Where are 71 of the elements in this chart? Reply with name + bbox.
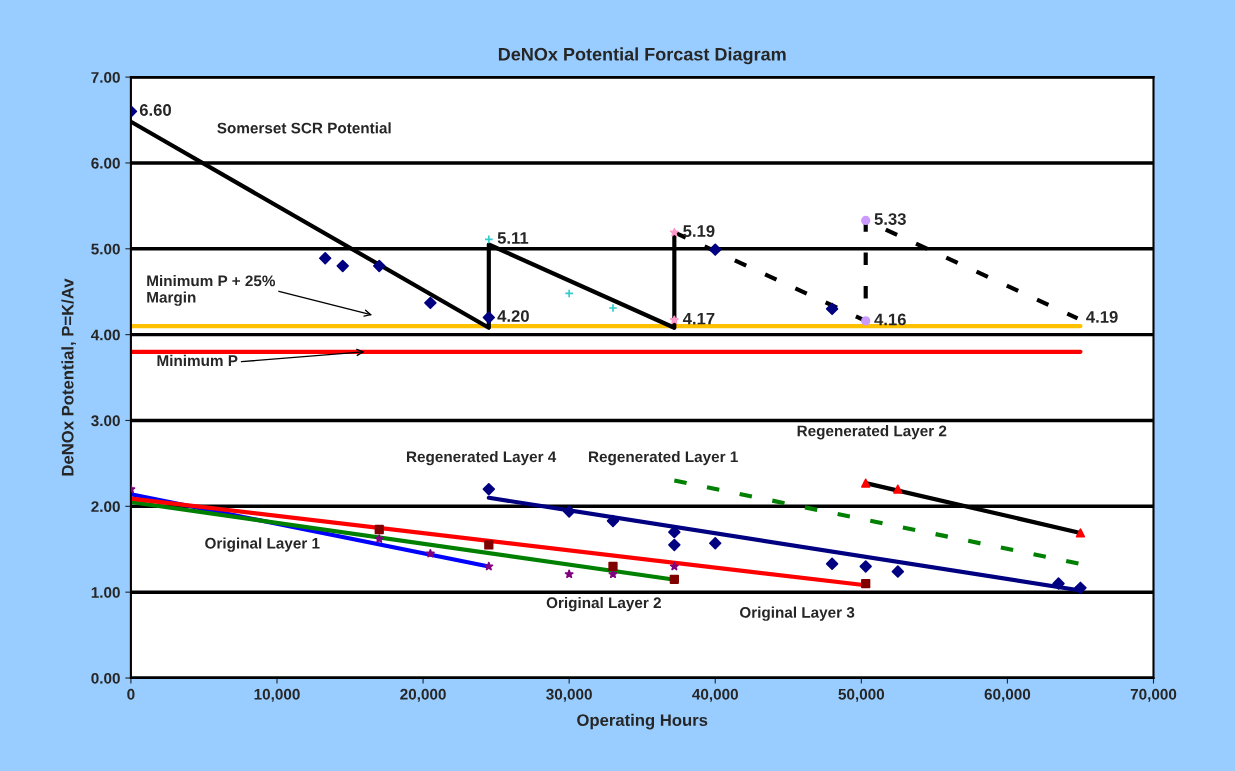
annotation: Minimum P + 25% Margin [147,275,276,306]
point [668,538,681,552]
x-axis-title: Operating Hours [577,713,708,730]
point [825,557,839,571]
annotation: 5.19 [683,225,715,237]
point [606,514,620,528]
annotation: Minimum P [157,354,238,367]
point [484,561,494,571]
annotation: Regenerated Layer 1 [589,450,738,466]
y-tick-label: 1.00 [91,587,120,598]
point [484,540,494,550]
point [1075,528,1086,538]
point [709,243,722,256]
annotation: Original Layer 1 [205,537,320,552]
point [336,259,349,273]
y-tick-label: 6.00 [91,157,120,169]
y-tick-label: 4.00 [90,329,120,341]
x-tick-label: 50,000 [838,688,885,702]
x-tick-label: 0 [127,688,135,700]
point [374,534,384,543]
point [825,302,839,316]
point [373,259,386,273]
point [669,227,679,237]
point [861,316,871,326]
annotation: 4.17 [682,312,715,325]
point [424,296,437,310]
x-tick-label: 60,000 [984,688,1031,702]
x-tick-label: 40,000 [692,688,738,702]
x-tick-label: 70,000 [1130,688,1177,702]
point [861,215,871,226]
chart-title: DeNOx Potential Forcast Diagram [498,47,786,65]
point [482,311,496,324]
y-tick-label: 2.00 [91,501,120,513]
annotation: 5.33 [874,213,906,225]
annotation: Regenerated Layer 2 [797,425,947,440]
y-axis-title: DeNOx Potential, P=K/Av [61,278,76,476]
point [1052,577,1065,590]
point [709,537,722,550]
point [608,561,618,572]
point [374,524,384,535]
annotation: 6.60 [139,104,171,116]
point [608,303,618,313]
point [893,484,903,494]
annotation: 5.11 [497,232,529,244]
x-tick-label: 10,000 [254,688,300,702]
x-tick-label: 20,000 [400,688,446,702]
point [425,548,435,558]
annotation: 4.16 [874,313,906,326]
y-tick-label: 0.00 [91,672,120,684]
point [669,574,679,584]
annotation: Original Layer 2 [546,596,661,612]
y-tick-label: 3.00 [91,415,120,427]
annotation: Original Layer 3 [739,606,855,621]
point [861,578,871,589]
point [669,561,679,571]
point [861,478,871,488]
annotation: 4.20 [497,310,529,322]
annotation: 4.19 [1086,311,1118,323]
annotation: Regenerated Layer 4 [407,450,557,466]
point [1074,581,1087,595]
annotation: Somerset SCR Potential [217,122,391,134]
x-tick-label: 30,000 [546,688,592,702]
point [482,482,496,496]
point [318,252,332,265]
point [564,569,574,579]
point [669,315,679,324]
y-tick-label: 7.00 [91,71,120,83]
point [562,505,576,518]
y-tick-label: 5.00 [91,243,120,255]
point [891,565,905,578]
point [859,560,872,573]
